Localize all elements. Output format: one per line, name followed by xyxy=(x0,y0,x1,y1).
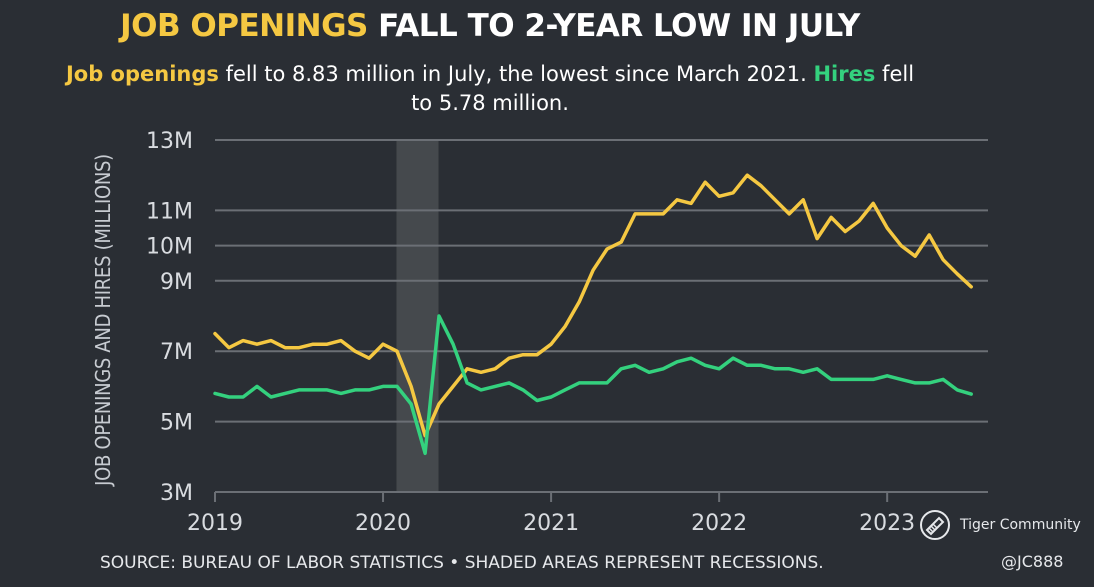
y-tick-label: 11M xyxy=(146,199,193,224)
y-tick-label: 7M xyxy=(160,340,193,365)
title-highlight: JOB OPENINGS xyxy=(120,8,368,44)
y-tick-label: 9M xyxy=(160,270,193,295)
series-job-openings-line xyxy=(213,173,973,438)
subtitle-text-2: fell to 5.78 million. xyxy=(411,62,915,115)
chart-title: JOB OPENINGS FALL TO 2-YEAR LOW IN JULY xyxy=(0,8,980,44)
x-tick-label: 2023 xyxy=(859,511,915,536)
tiger-community-logo-icon xyxy=(920,510,950,540)
x-tick-label: 2020 xyxy=(355,511,411,536)
x-tick-label: 2019 xyxy=(187,511,243,536)
y-tick-label: 10M xyxy=(146,235,193,260)
brand-name: Tiger Community xyxy=(960,517,1081,533)
brand-watermark: Tiger Community xyxy=(918,508,1081,542)
subtitle-openings: Job openings xyxy=(65,62,219,86)
recession-shading xyxy=(396,140,439,492)
y-tick-label: 13M xyxy=(146,129,193,154)
subtitle-text-1: fell to 8.83 million in July, the lowest… xyxy=(225,62,807,86)
chart-subtitle: Job openings fell to 8.83 million in Jul… xyxy=(60,60,920,118)
author-handle: @JC888 xyxy=(1001,552,1064,571)
x-tick-label: 2022 xyxy=(691,511,747,536)
y-tick-label: 5M xyxy=(160,411,193,436)
y-tick-label: 3M xyxy=(160,481,193,506)
subtitle-hires: Hires xyxy=(813,62,876,86)
source-note: SOURCE: BUREAU OF LABOR STATISTICS • SHA… xyxy=(100,553,824,573)
series-hires-line xyxy=(213,314,973,456)
x-tick-label: 2021 xyxy=(523,511,579,536)
title-rest: FALL TO 2-YEAR LOW IN JULY xyxy=(378,8,860,44)
